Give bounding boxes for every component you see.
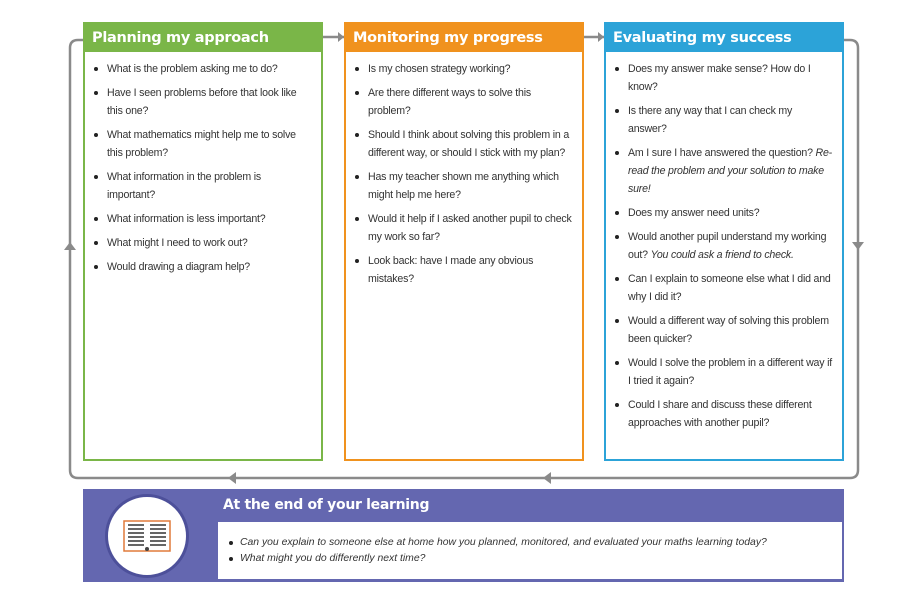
question-text: Are there different ways to solve this p… (368, 87, 531, 117)
question-text: What might I need to work out? (107, 237, 248, 249)
question-item: Does my answer need units? (615, 204, 832, 222)
end-of-learning-panel: At the end of your learning Can you expl… (83, 489, 844, 582)
question-list: Does my answer make sense? How do I know… (606, 52, 842, 432)
question-text: Has my teacher shown me anything which m… (368, 171, 559, 201)
question-hint: Re-read the problem and your solution to… (628, 147, 832, 195)
question-item: Look back: have I made any obvious mista… (355, 252, 572, 288)
question-text: Would a different way of solving this pr… (628, 315, 829, 345)
question-item: Are there different ways to solve this p… (355, 84, 572, 120)
question-text: Look back: have I made any obvious mista… (368, 255, 534, 285)
question-text: Could I share and discuss these differen… (628, 399, 812, 429)
planning-column: Planning my approach What is the problem… (83, 22, 323, 461)
reflection-question: What might you do differently next time? (229, 551, 842, 567)
book-icon (105, 494, 189, 578)
question-text: What information is less important? (107, 213, 266, 225)
question-text: What is the problem asking me to do? (107, 63, 278, 75)
question-item: What information in the problem is impor… (94, 168, 311, 204)
question-list: Is my chosen strategy working? Are there … (346, 52, 582, 288)
question-item: What information is less important? (94, 210, 311, 228)
question-text: Am I sure I have answered the question? (628, 147, 813, 159)
question-item: Would it help if I asked another pupil t… (355, 210, 572, 246)
monitoring-column: Monitoring my progress Is my chosen stra… (344, 22, 584, 461)
reflection-question: Can you explain to someone else at home … (229, 535, 842, 551)
question-item: Could I share and discuss these differen… (615, 396, 832, 432)
question-item: What is the problem asking me to do? (94, 60, 311, 78)
question-item: Would drawing a diagram help? (94, 258, 311, 276)
question-text: Would it help if I asked another pupil t… (368, 213, 572, 243)
question-text: Should I think about solving this proble… (368, 129, 570, 159)
evaluating-column: Evaluating my success Does my answer mak… (604, 22, 844, 461)
question-item: Am I sure I have answered the question? … (615, 144, 832, 198)
question-item: Would another pupil understand my workin… (615, 228, 832, 264)
question-item: Is there any way that I can check my ans… (615, 102, 832, 138)
arrow-up-icon (64, 242, 76, 250)
column-title: Planning my approach (85, 24, 321, 52)
question-text: Does my answer need units? (628, 207, 760, 219)
arrow-down-icon (852, 242, 864, 250)
question-text: Can I explain to someone else what I did… (628, 273, 831, 303)
question-text: Have I seen problems before that look li… (107, 87, 297, 117)
panel-title: At the end of your learning (223, 497, 430, 513)
question-item: Is my chosen strategy working? (355, 60, 572, 78)
question-item: Should I think about solving this proble… (355, 126, 572, 162)
question-text: Would I solve the problem in a different… (628, 357, 832, 387)
question-text: What mathematics might help me to solve … (107, 129, 296, 159)
question-text: Is there any way that I can check my ans… (628, 105, 793, 135)
question-text: What information in the problem is impor… (107, 171, 261, 201)
question-item: Can I explain to someone else what I did… (615, 270, 832, 306)
question-text: Would drawing a diagram help? (107, 261, 250, 273)
question-item: Has my teacher shown me anything which m… (355, 168, 572, 204)
question-text: Is my chosen strategy working? (368, 63, 511, 75)
arrow-right-icon (338, 32, 344, 42)
column-title: Monitoring my progress (346, 24, 582, 52)
question-item: Would I solve the problem in a different… (615, 354, 832, 390)
question-item: Would a different way of solving this pr… (615, 312, 832, 348)
arrow-left-icon (228, 472, 236, 484)
question-hint: You could ask a friend to check. (650, 249, 794, 261)
question-item: What might I need to work out? (94, 234, 311, 252)
question-item: Have I seen problems before that look li… (94, 84, 311, 120)
question-item: What mathematics might help me to solve … (94, 126, 311, 162)
question-item: Does my answer make sense? How do I know… (615, 60, 832, 96)
arrow-right-icon (598, 32, 604, 42)
question-text: Does my answer make sense? How do I know… (628, 63, 811, 93)
question-text: Would another pupil understand my workin… (628, 231, 827, 261)
arrow-left-icon (543, 472, 551, 484)
column-title: Evaluating my success (606, 24, 842, 52)
question-list: What is the problem asking me to do? Have… (85, 52, 321, 276)
